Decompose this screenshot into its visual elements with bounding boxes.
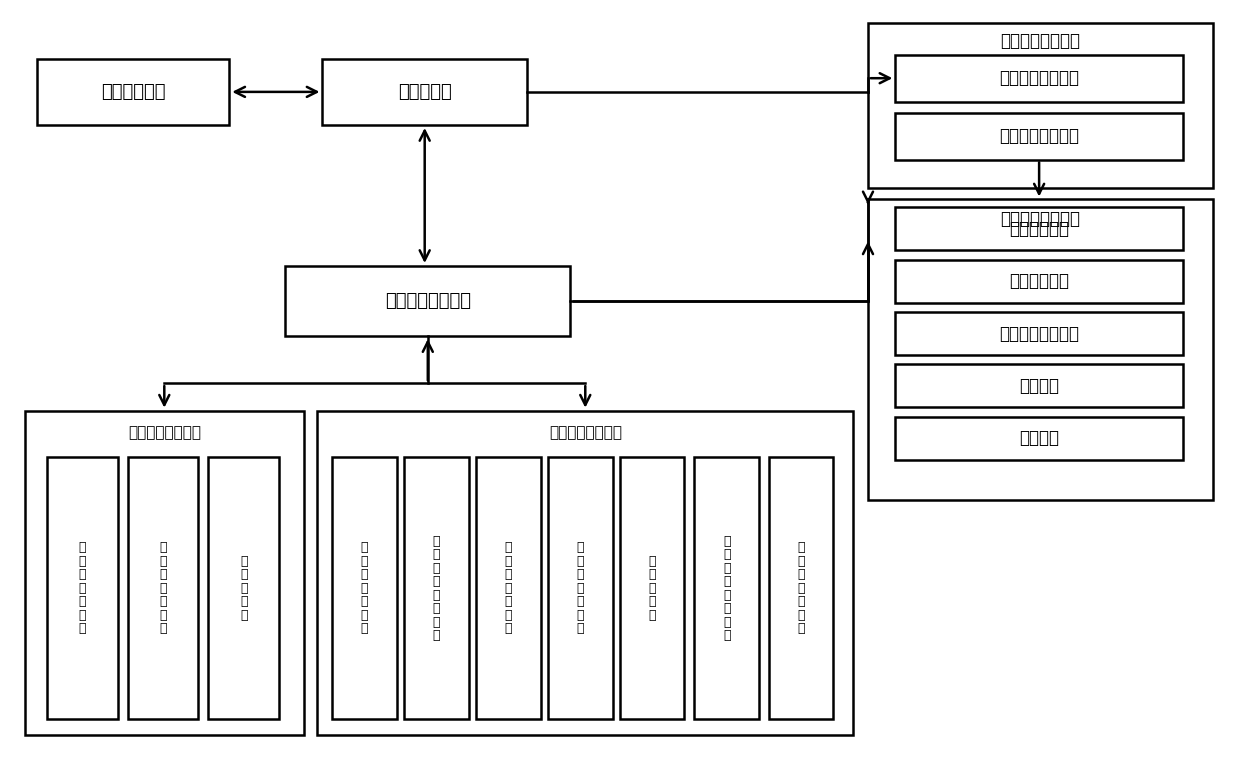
FancyBboxPatch shape xyxy=(285,266,570,336)
FancyBboxPatch shape xyxy=(895,113,1183,160)
FancyBboxPatch shape xyxy=(476,457,541,719)
FancyBboxPatch shape xyxy=(895,417,1183,460)
Text: 土
壤
水
份
传
感
器: 土 壤 水 份 传 感 器 xyxy=(361,541,368,636)
Text: 土
壤
温
湿
度
传
感
器: 土 壤 温 湿 度 传 感 器 xyxy=(433,535,440,642)
Text: 农业执行设备模块: 农业执行设备模块 xyxy=(1001,210,1080,228)
Text: 风
速
传
感
器: 风 速 传 感 器 xyxy=(239,555,248,622)
Text: 农业信息采集节点: 农业信息采集节点 xyxy=(549,425,621,440)
Text: 光伏执行设备模块: 光伏执行设备模块 xyxy=(1001,32,1080,51)
Text: 雨
量
传
感
器: 雨 量 传 感 器 xyxy=(649,555,656,622)
FancyBboxPatch shape xyxy=(25,411,304,735)
Text: 跟踪支架传动推杆: 跟踪支架传动推杆 xyxy=(999,69,1079,88)
Text: 通风系统: 通风系统 xyxy=(1019,429,1059,447)
Text: 视频监控设备: 视频监控设备 xyxy=(1009,220,1069,238)
FancyBboxPatch shape xyxy=(47,457,118,719)
Text: 远程监控终端: 远程监控终端 xyxy=(100,83,166,101)
Text: 光伏组件清洁设备: 光伏组件清洁设备 xyxy=(999,127,1079,145)
Text: 组
串
电
流
传
感
器: 组 串 电 流 传 感 器 xyxy=(159,541,167,636)
FancyBboxPatch shape xyxy=(895,364,1183,407)
Text: 支
架
角
度
传
感
器: 支 架 角 度 传 感 器 xyxy=(78,541,87,636)
FancyBboxPatch shape xyxy=(548,457,613,719)
Text: 水肥一体灌溉系统: 水肥一体灌溉系统 xyxy=(999,325,1079,343)
Text: 光伏信息采集节点: 光伏信息采集节点 xyxy=(129,425,201,440)
FancyBboxPatch shape xyxy=(895,55,1183,102)
Text: 空
气
温
湿
度
传
感
器: 空 气 温 湿 度 传 感 器 xyxy=(723,535,730,642)
Text: 云端服务器: 云端服务器 xyxy=(398,83,451,101)
FancyBboxPatch shape xyxy=(37,59,229,125)
FancyBboxPatch shape xyxy=(208,457,279,719)
Text: 水帘降温系统: 水帘降温系统 xyxy=(1009,272,1069,290)
Text: 土
壤
养
分
传
感
器: 土 壤 养 分 传 感 器 xyxy=(505,541,512,636)
FancyBboxPatch shape xyxy=(868,199,1213,500)
FancyBboxPatch shape xyxy=(332,457,397,719)
FancyBboxPatch shape xyxy=(868,23,1213,188)
Text: 太
阳
辐
射
传
感
器: 太 阳 辐 射 传 感 器 xyxy=(797,541,805,636)
FancyBboxPatch shape xyxy=(317,411,853,735)
Text: 遮阳系统: 遮阳系统 xyxy=(1019,377,1059,395)
FancyBboxPatch shape xyxy=(895,312,1183,355)
FancyBboxPatch shape xyxy=(895,260,1183,303)
FancyBboxPatch shape xyxy=(322,59,527,125)
FancyBboxPatch shape xyxy=(694,457,759,719)
FancyBboxPatch shape xyxy=(769,457,833,719)
FancyBboxPatch shape xyxy=(895,207,1183,250)
FancyBboxPatch shape xyxy=(620,457,684,719)
FancyBboxPatch shape xyxy=(128,457,198,719)
Text: 土
壤
盐
分
传
感
器: 土 壤 盐 分 传 感 器 xyxy=(577,541,584,636)
Text: 信息数据处理中心: 信息数据处理中心 xyxy=(384,292,471,310)
FancyBboxPatch shape xyxy=(404,457,469,719)
